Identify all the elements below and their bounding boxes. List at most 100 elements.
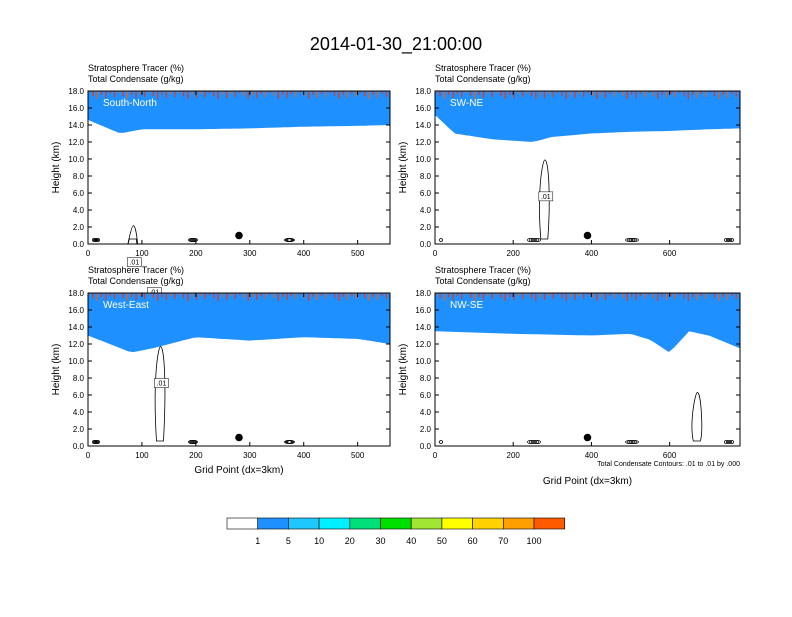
header-line-2: Total Condensate (g/kg): [435, 276, 531, 286]
stratosphere-streak: [243, 91, 245, 96]
stratosphere-streak: [609, 91, 611, 94]
x-tick-label: 0: [86, 451, 91, 460]
contour-label: .01: [157, 381, 167, 388]
stratosphere-streak: [448, 293, 450, 297]
stratosphere-streak: [170, 91, 172, 94]
stratosphere-streak: [622, 91, 624, 96]
stratosphere-streak: [195, 91, 198, 98]
stratosphere-streak: [526, 293, 528, 295]
colorbar-label: 20: [345, 536, 355, 546]
stratosphere-streak: [96, 293, 98, 301]
stratosphere-streak: [478, 293, 480, 297]
colorbar-label: 10: [314, 536, 324, 546]
stratosphere-streak: [722, 293, 724, 297]
stratosphere-streak: [290, 293, 292, 296]
stratosphere-streak: [509, 293, 511, 297]
stratosphere-streak: [247, 91, 249, 99]
stratosphere-streak: [448, 91, 450, 95]
stratosphere-streak: [385, 293, 387, 299]
stratosphere-streak: [88, 293, 90, 295]
y-tick-label: 18.0: [415, 289, 431, 298]
stratosphere-streak: [351, 91, 353, 94]
y-tick-label: 0.0: [73, 442, 85, 451]
stratosphere-streak: [333, 91, 336, 96]
stratosphere-streak: [239, 293, 241, 295]
x-tick-label: 100: [135, 451, 149, 460]
stratosphere-streak: [359, 293, 361, 295]
colorbar-swatch: [472, 517, 504, 530]
stratosphere-streak: [269, 293, 271, 295]
stratosphere-streak: [208, 91, 210, 93]
stratosphere-streak: [200, 293, 202, 296]
stratosphere-streak: [600, 293, 602, 297]
stratosphere-streak: [308, 293, 310, 301]
stratosphere-streak: [355, 293, 357, 299]
y-tick-label: 10.0: [68, 357, 84, 366]
x-tick-label: 0: [433, 249, 438, 258]
x-axis-label: Grid Point (dx=3km): [543, 476, 632, 487]
colorbar-swatch: [349, 517, 381, 530]
stratosphere-streak: [144, 293, 146, 299]
stratosphere-streak: [578, 91, 580, 94]
stratosphere-streak: [487, 91, 489, 94]
y-tick-label: 14.0: [68, 323, 84, 332]
stratosphere-streak: [465, 91, 467, 93]
stratosphere-streak: [583, 293, 585, 299]
stratosphere-streak: [92, 91, 94, 96]
stratosphere-streak: [377, 293, 379, 300]
stratosphere-streak: [587, 91, 589, 93]
x-tick-label: 400: [585, 451, 599, 460]
y-tick-label: 12.0: [415, 138, 431, 147]
x-tick-label: 500: [351, 451, 365, 460]
stratosphere-streak: [157, 91, 159, 99]
panel-west-east: .01 West-East Stratosphere Tracer (%)Total…: [51, 265, 391, 476]
stratosphere-streak: [496, 293, 498, 295]
stratosphere-streak: [700, 91, 702, 94]
stratosphere-streak: [295, 293, 297, 299]
condensate-blob: [724, 440, 728, 444]
stratosphere-streak: [692, 293, 694, 297]
colorbar-swatch: [441, 517, 473, 530]
stratosphere-streak: [295, 91, 297, 97]
stratosphere-streak: [269, 91, 271, 93]
x-axis-label: Grid Point (dx=3km): [194, 465, 283, 476]
stratosphere-streak: [260, 293, 262, 296]
stratosphere-streak: [469, 293, 472, 298]
stratosphere-streak: [665, 293, 668, 300]
condensate-blob: [439, 238, 443, 242]
stratosphere-streak: [381, 293, 383, 296]
stratosphere-streak: [674, 91, 676, 97]
plot-frame: [434, 292, 741, 447]
colorbar-label: 50: [437, 536, 447, 546]
stratosphere-streak: [652, 91, 655, 96]
stratosphere-streak: [713, 293, 716, 298]
stratosphere-streak: [731, 293, 733, 296]
x-tick-label: 500: [351, 249, 365, 258]
tracer-band-1: [435, 91, 740, 142]
stratosphere-streak: [239, 91, 241, 93]
y-axis-label: Height (km): [51, 344, 62, 396]
y-tick-label: 6.0: [420, 189, 432, 198]
y-tick-label: 12.0: [415, 340, 431, 349]
stratosphere-streak: [435, 91, 437, 93]
stratosphere-streak: [148, 91, 150, 93]
y-tick-label: 0.0: [420, 240, 432, 249]
stratosphere-streak: [131, 91, 133, 95]
stratosphere-streak: [561, 293, 563, 298]
stratosphere-streak: [548, 91, 550, 94]
stratosphere-streak: [333, 293, 336, 298]
stratosphere-streak: [635, 293, 637, 300]
condensate-blob: [728, 238, 732, 242]
surface-marker: [583, 231, 592, 240]
stratosphere-streak: [321, 91, 323, 94]
stratosphere-streak: [679, 293, 681, 295]
stratosphere-streak: [513, 293, 515, 300]
y-tick-label: 6.0: [73, 189, 85, 198]
stratosphere-streak: [561, 91, 563, 96]
header-line-1: Stratosphere Tracer (%): [88, 265, 184, 275]
stratosphere-streak: [187, 293, 189, 301]
colorbar-swatch: [380, 517, 412, 530]
stratosphere-streak: [687, 91, 689, 99]
